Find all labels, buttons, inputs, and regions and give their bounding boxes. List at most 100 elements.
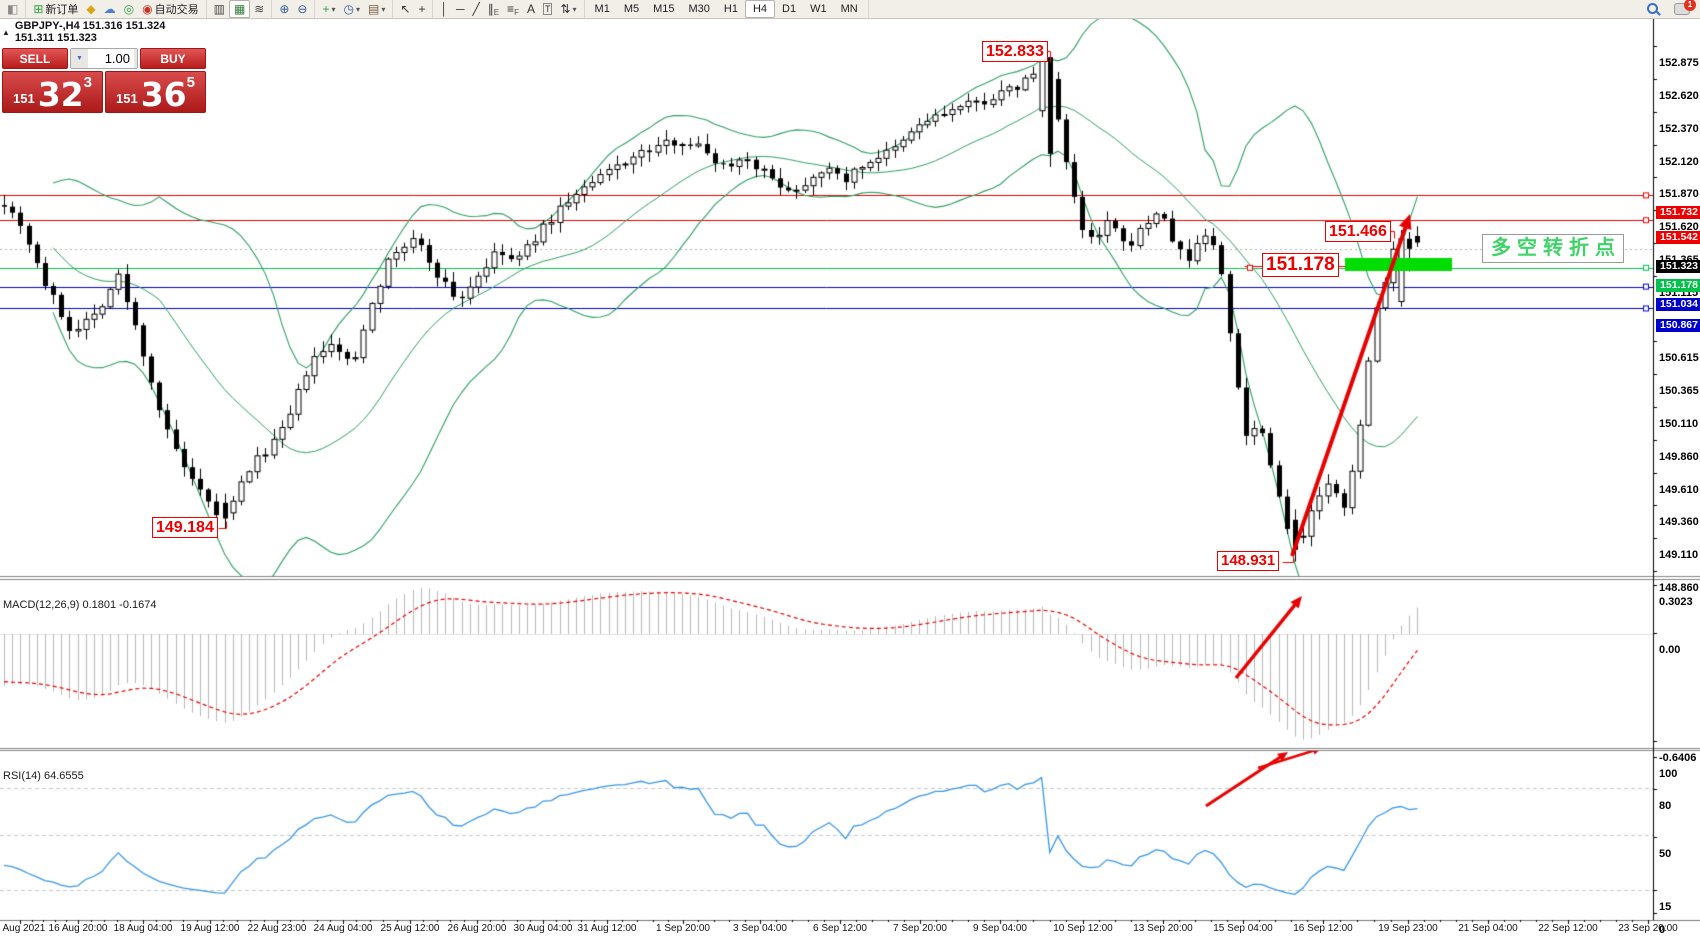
price-axis-label: 151.620 — [1659, 221, 1699, 234]
indicators-button[interactable]: + ▾ — [318, 1, 339, 17]
timeframe-mn[interactable]: MN — [834, 1, 865, 17]
line-chart-button[interactable]: ≋ — [250, 1, 268, 17]
auto-trading-button[interactable]: ◉ 自动交易 — [138, 1, 202, 17]
volume-increase-button[interactable]: ▲ — [134, 49, 137, 68]
chart-canvas[interactable] — [0, 18, 1700, 936]
templates-button[interactable]: ▤ ▾ — [364, 1, 389, 17]
fibo-button[interactable]: ≡ F — [503, 1, 523, 17]
symbol-title: ▲ GBPJPY-,H4 151.316 151.324 151.311 151… — [2, 20, 206, 44]
crosshair-button[interactable]: + — [414, 1, 429, 17]
rsi-indicator-label: RSI(14) 64.6555 — [3, 770, 84, 782]
annotation-breakout: 151.466 — [1325, 221, 1391, 242]
text-button[interactable]: A — [523, 1, 539, 17]
time-axis-label: 21 Sep 04:00 — [1458, 923, 1518, 934]
timeframe-w1[interactable]: W1 — [803, 1, 834, 17]
community-icon: ☁ — [103, 2, 116, 16]
price-axis-label: 152.370 — [1659, 123, 1699, 135]
channel-button[interactable]: ∥ E — [484, 1, 503, 17]
price-axis-label: 150.615 — [1659, 352, 1699, 365]
volume-decrease-button[interactable]: ▼ — [71, 49, 88, 68]
community-button[interactable]: ☁ — [100, 1, 120, 17]
alerts-button[interactable]: ◆ — [82, 1, 99, 17]
timeframe-m30[interactable]: M30 — [682, 1, 717, 17]
arrows-icon: ⇅ — [560, 2, 571, 16]
time-axis-label: 22 Aug 23:00 — [247, 923, 307, 934]
caret-down-icon: ▾ — [331, 4, 336, 14]
time-axis-label: 10 Sep 12:00 — [1053, 923, 1113, 934]
bar-chart-button[interactable]: ▥ — [210, 1, 229, 17]
main-toolbar: ◧ ⊞ 新订单 ◆ ☁ ◎ ◉ 自动交易 ▥ ▦ ≋ ⊕ ⊖ + ▾ ◷ ▾ ▤ ▾ ↖ + │ ─ ╱ ∥ E ≡ F A T ⇅ ▾ M1 M… — [0, 0, 1700, 19]
time-axis-label: 3 Sep 04:00 — [733, 923, 787, 934]
time-axis-label: 13 Sep 20:00 — [1133, 923, 1193, 934]
timeframe-m1[interactable]: M1 — [588, 1, 617, 17]
candle-chart-icon: ▦ — [233, 2, 246, 16]
toolbar-right: 1 — [1647, 0, 1700, 16]
annotation-low-september: 148.931 — [1217, 551, 1280, 571]
time-axis-label: 16 Sep 12:00 — [1293, 923, 1353, 934]
timeframe-h1[interactable]: H1 — [717, 1, 745, 17]
sell-price-sup: 3 — [83, 74, 92, 91]
timeframe-d1[interactable]: D1 — [775, 1, 803, 17]
hline-icon: ─ — [455, 2, 465, 16]
timeframe-h4[interactable]: H4 — [744, 0, 776, 18]
collapse-panel-icon[interactable]: ▲ — [2, 27, 10, 37]
notifications-icon[interactable]: 1 — [1674, 0, 1696, 15]
new-order-icon: ⊞ — [33, 2, 44, 16]
hline-button[interactable]: ─ — [452, 1, 469, 17]
candle-chart-button[interactable]: ▦ — [228, 0, 251, 18]
vline-icon: │ — [440, 2, 448, 16]
arrows-button[interactable]: ⇅ ▾ — [556, 1, 580, 17]
timeframe-m1-label: M1 — [594, 3, 610, 15]
periods-icon: ◷ — [343, 2, 354, 16]
vline-button[interactable]: │ — [436, 1, 452, 17]
app-button[interactable]: ◧ — [3, 1, 22, 17]
auto-trading-icon: ◉ — [142, 2, 153, 16]
search-icon[interactable] — [1647, 2, 1661, 16]
buy-price-box[interactable]: 151 36 5 — [105, 71, 206, 113]
volume-input[interactable] — [88, 49, 134, 68]
timeframe-w1-label: W1 — [810, 3, 827, 15]
alerts-icon: ◆ — [86, 2, 96, 16]
price-axis-label: 148.860 — [1659, 581, 1699, 594]
rsi-axis-label: 15 — [1659, 901, 1672, 913]
new-order-button[interactable]: ⊞ 新订单 — [29, 1, 82, 17]
buy-price-main: 151 — [116, 91, 138, 106]
timeframe-m15-label: M15 — [653, 3, 675, 15]
zoom-out-button[interactable]: ⊖ — [293, 1, 311, 17]
price-axis-label: 152.120 — [1659, 155, 1699, 168]
timeframe-h4-label: H4 — [752, 3, 768, 15]
annotation-turning-point: 多空转折点 — [1482, 234, 1624, 263]
sell-price-box[interactable]: 151 32 3 — [2, 71, 103, 113]
periods-button[interactable]: ◷ ▾ — [340, 1, 365, 17]
price-tag: 151.323 — [1656, 259, 1700, 273]
sell-price-big: 32 — [37, 75, 84, 114]
macd-axis-label: 0.00 — [1659, 644, 1681, 656]
timeframe-m5-label: M5 — [623, 3, 640, 15]
buy-button[interactable]: BUY — [140, 48, 206, 69]
time-axis-label: 6 Sep 12:00 — [813, 923, 867, 934]
timeframe-m5[interactable]: M5 — [617, 1, 646, 17]
timeframe-m15[interactable]: M15 — [646, 1, 681, 17]
toolbar-group: ▥ ▦ ≋ — [207, 0, 273, 18]
price-axis-label: 150.110 — [1659, 418, 1699, 431]
signals-button[interactable]: ◎ — [120, 1, 138, 17]
time-axis-label: 24 Aug 04:00 — [313, 923, 373, 934]
rsi-axis-label: 100 — [1659, 768, 1678, 780]
time-axis-label: 18 Aug 04:00 — [113, 923, 173, 934]
trendline-button[interactable]: ╱ — [468, 1, 483, 17]
label-button[interactable]: T — [539, 1, 557, 17]
zoom-in-button[interactable]: ⊕ — [275, 1, 293, 17]
price-tag: 151.732 — [1656, 206, 1700, 220]
cursor-button[interactable]: ↖ — [396, 1, 414, 17]
time-axis-label: 31 Aug 12:00 — [577, 923, 637, 934]
sell-button[interactable]: SELL — [2, 48, 68, 69]
time-axis-label: 3 Aug 2021 — [0, 923, 46, 934]
rsi-axis-label: 0 — [1659, 924, 1666, 936]
toolbar-group: ◧ — [0, 0, 27, 18]
channel-button-sub: E — [493, 8, 500, 17]
price-tag: 150.867 — [1656, 319, 1700, 333]
time-axis-label: 25 Aug 12:00 — [380, 923, 440, 934]
indicators-icon: + — [322, 2, 330, 16]
toolbar-group: + ▾ ◷ ▾ ▤ ▾ — [315, 0, 394, 18]
cursor-icon: ↖ — [400, 2, 411, 16]
